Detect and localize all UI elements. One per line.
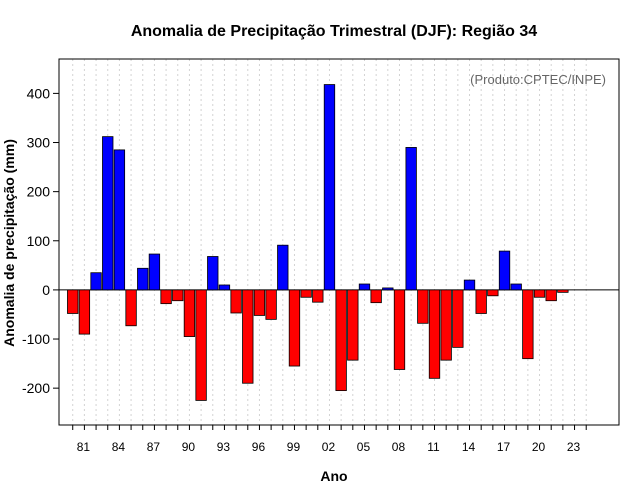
bar-2005 (358, 283, 371, 291)
bar-1994 (230, 289, 242, 314)
bar-2022 (557, 289, 569, 293)
x-tick-label: 08 (392, 440, 406, 454)
bar-1991 (195, 289, 207, 401)
y-tick-label: -200 (22, 380, 50, 396)
bar-2010 (417, 289, 429, 324)
bar-2013 (452, 289, 464, 348)
x-tick-label: 23 (567, 440, 581, 454)
bar-2021 (545, 289, 557, 302)
bar-1984 (113, 149, 126, 291)
bar-1982 (90, 272, 102, 291)
x-tick-label: 11 (427, 440, 440, 454)
bar-1997 (265, 289, 277, 320)
grid-lines (72, 59, 587, 425)
bar-1987 (148, 253, 161, 291)
bar-1996 (253, 289, 266, 316)
y-tick-label: 0 (42, 282, 50, 298)
bar-1990 (183, 289, 196, 337)
bar-2015 (475, 289, 487, 314)
bar-1992 (207, 256, 219, 291)
bar-1993 (218, 284, 231, 291)
bar-2006 (370, 289, 382, 304)
bar-2008 (393, 289, 406, 370)
x-tick-label: 20 (532, 440, 546, 454)
bar-2009 (405, 147, 417, 291)
x-axis-label: Ano (320, 468, 347, 484)
y-tick-label: 200 (27, 184, 51, 200)
source-annotation: (Produto:CPTEC/INPE) (470, 72, 606, 87)
x-tick-label: 05 (357, 440, 371, 454)
bar-2007 (382, 287, 394, 291)
x-tick-label: 17 (497, 440, 511, 454)
bar-1998 (277, 244, 289, 291)
bar-2001 (312, 289, 324, 303)
bar-2004 (347, 289, 359, 361)
x-tick-label: 93 (217, 440, 231, 454)
plot-area-border (58, 58, 620, 426)
bar-2003 (335, 289, 347, 392)
bar-2019 (522, 289, 534, 360)
bar-2012 (440, 289, 452, 361)
bars (67, 84, 569, 401)
x-tick-label: 87 (147, 440, 161, 454)
x-tick-label: 96 (252, 440, 266, 454)
bar-2020 (533, 289, 546, 298)
y-tick-label: 100 (27, 233, 51, 249)
x-tick-label: 02 (322, 440, 336, 454)
bar-1985 (125, 289, 137, 327)
x-tick-label: 84 (112, 440, 126, 454)
y-axis-label: Anomalia de precipitação (mm) (1, 139, 17, 347)
bar-1995 (242, 289, 254, 384)
bar-2011 (428, 289, 441, 379)
x-axis: 81 84 87 90 93 96 99 02 05 08 11 14 17 20 23 (72, 425, 587, 454)
y-tick-label: 300 (27, 135, 51, 151)
bar-2016 (487, 289, 499, 297)
bar-1989 (172, 289, 184, 302)
bar-1981 (78, 289, 91, 335)
y-axis: -200 -100 0 100 200 300 400 (22, 85, 59, 396)
bar-1980 (67, 289, 79, 314)
bar-2018 (510, 283, 522, 291)
bar-1983 (102, 136, 114, 291)
bar-1986 (137, 267, 149, 291)
x-tick-label: 81 (77, 440, 91, 454)
bar-1999 (288, 289, 301, 367)
bar-1988 (160, 289, 172, 305)
y-tick-label: 400 (27, 85, 51, 101)
bar-2014 (463, 279, 476, 291)
x-tick-label: 99 (287, 440, 301, 454)
y-tick-label: -100 (22, 331, 50, 347)
bar-2000 (300, 289, 312, 298)
bar-2017 (498, 250, 511, 291)
chart-title: Anomalia de Precipitação Trimestral (DJF… (131, 23, 537, 40)
x-tick-label: 90 (182, 440, 196, 454)
bar-2002 (323, 84, 336, 291)
x-tick-label: 14 (462, 440, 476, 454)
